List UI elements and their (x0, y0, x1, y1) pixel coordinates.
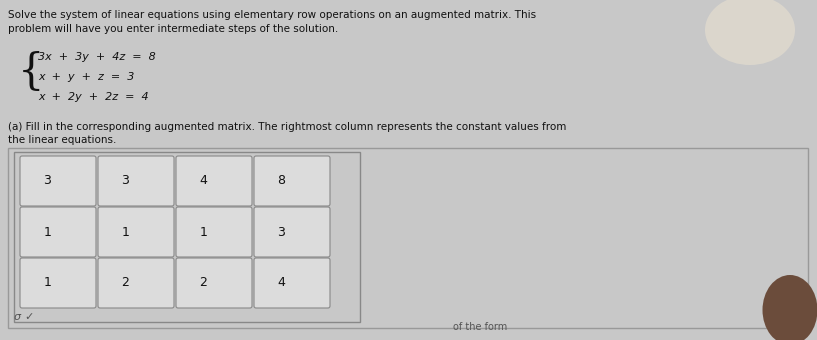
FancyBboxPatch shape (20, 258, 96, 308)
Text: 4: 4 (199, 174, 208, 187)
FancyBboxPatch shape (254, 258, 330, 308)
Ellipse shape (705, 0, 795, 65)
Text: 1: 1 (199, 225, 208, 238)
FancyBboxPatch shape (254, 156, 330, 206)
Bar (14, 152, 360, 322)
FancyBboxPatch shape (98, 258, 174, 308)
Text: 4: 4 (277, 276, 285, 289)
FancyBboxPatch shape (98, 156, 174, 206)
Text: problem will have you enter intermediate steps of the solution.: problem will have you enter intermediate… (8, 24, 338, 34)
FancyBboxPatch shape (20, 207, 96, 257)
Text: ✓: ✓ (24, 312, 33, 322)
Text: Solve the system of linear equations using elementary row operations on an augme: Solve the system of linear equations usi… (8, 10, 536, 20)
Text: 3: 3 (121, 174, 129, 187)
FancyBboxPatch shape (20, 156, 96, 206)
FancyBboxPatch shape (176, 258, 252, 308)
Text: 3: 3 (277, 225, 285, 238)
Text: the linear equations.: the linear equations. (8, 135, 116, 145)
Text: 3x  +  3y  +  4z  =  8: 3x + 3y + 4z = 8 (38, 52, 156, 62)
Text: 3: 3 (43, 174, 51, 187)
Text: 8: 8 (277, 174, 285, 187)
Text: x  +  y  +  z  =  3: x + y + z = 3 (38, 72, 134, 82)
Text: 1: 1 (43, 276, 51, 289)
FancyBboxPatch shape (176, 156, 252, 206)
Text: 2: 2 (199, 276, 208, 289)
Text: 2: 2 (121, 276, 129, 289)
Text: x  +  2y  +  2z  =  4: x + 2y + 2z = 4 (38, 92, 149, 102)
Text: (a) Fill in the corresponding augmented matrix. The rightmost column represents : (a) Fill in the corresponding augmented … (8, 122, 566, 132)
FancyBboxPatch shape (98, 207, 174, 257)
Text: σ: σ (14, 312, 21, 322)
Text: {: { (18, 51, 44, 93)
Bar (8, 148, 808, 328)
FancyBboxPatch shape (254, 207, 330, 257)
FancyBboxPatch shape (176, 207, 252, 257)
Text: of the form: of the form (453, 322, 507, 332)
Text: 1: 1 (121, 225, 129, 238)
Text: 1: 1 (43, 225, 51, 238)
Ellipse shape (762, 275, 817, 340)
